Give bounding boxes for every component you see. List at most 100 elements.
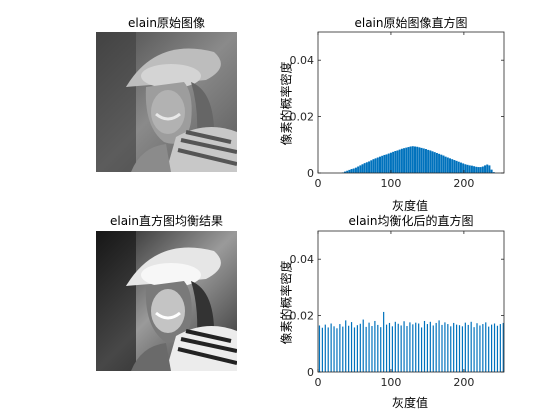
equalized-histogram-xtick-label: 200 xyxy=(453,376,474,389)
original-image-title: elain原始图像 xyxy=(127,16,205,30)
original-histogram-bar xyxy=(486,164,489,173)
equalized-histogram-bar xyxy=(383,311,385,372)
original-histogram-bar xyxy=(409,146,412,173)
equalized-histogram-bar xyxy=(356,325,358,372)
equalized-histogram-bar xyxy=(470,321,472,372)
original-histogram-bar xyxy=(396,150,399,173)
equalized-histogram-xtick-label: 100 xyxy=(380,376,401,389)
equalized-histogram-ytick-label: 0 xyxy=(307,366,314,379)
original-histogram-bar xyxy=(394,151,397,173)
original-histogram-bar xyxy=(438,153,441,173)
original-histogram-bar xyxy=(372,159,375,173)
equalized-histogram-ylabel: 像素的概率密度 xyxy=(279,260,294,345)
equalized-histogram-bar xyxy=(473,327,475,372)
equalized-histogram-bar xyxy=(350,322,353,372)
equalized-histogram-bar xyxy=(365,326,367,372)
equalized-histogram-bar xyxy=(397,323,399,372)
original-histogram-bar xyxy=(455,160,458,173)
equalized-histogram-bar xyxy=(485,322,487,372)
equalized-histogram-bar xyxy=(461,326,464,372)
equalized-histogram-bar xyxy=(488,326,490,372)
equalized-histogram-bar xyxy=(482,324,484,372)
equalized-histogram-axes-box xyxy=(317,230,505,373)
original-histogram-bar xyxy=(424,149,427,173)
original-histogram-bar xyxy=(381,155,384,173)
original-histogram-bar xyxy=(466,164,469,173)
original-histogram-bar xyxy=(346,170,349,173)
original-histogram-bar xyxy=(488,165,491,173)
equalized-histogram-bar xyxy=(362,319,364,372)
equalized-histogram-bar xyxy=(359,323,361,372)
original-histogram-title: elain原始图像直方图 xyxy=(354,16,468,30)
equalized-histogram-bar xyxy=(429,321,431,372)
equalized-histogram-bar xyxy=(426,324,429,372)
equalized-histogram-bar xyxy=(432,325,434,372)
original-histogram-bar xyxy=(400,148,403,173)
original-histogram-xlabel: 灰度值 xyxy=(391,199,428,213)
equalized-histogram-bar xyxy=(321,327,323,372)
original-histogram-bar xyxy=(341,172,344,173)
original-histogram-bar xyxy=(350,169,353,173)
original-histogram-xtick-label: 0 xyxy=(315,177,322,190)
equalized-histogram-bar xyxy=(441,324,443,372)
original-histogram-bar xyxy=(405,147,408,173)
original-histogram-bar xyxy=(427,149,430,173)
equalized-histogram-bar xyxy=(420,327,423,372)
original-image xyxy=(96,32,237,172)
original-histogram-bar xyxy=(414,146,417,173)
equalized-histogram-bar xyxy=(491,324,493,372)
equalized-histogram-bar xyxy=(435,322,437,372)
original-histogram-bar xyxy=(470,165,473,173)
equalized-histogram-bar xyxy=(339,324,341,372)
original-histogram-bar xyxy=(459,162,462,173)
original-histogram-bar xyxy=(376,157,379,173)
original-histogram-bar xyxy=(429,150,432,173)
original-histogram-bar xyxy=(431,151,434,173)
equalized-histogram-bar xyxy=(353,327,356,372)
original-histogram-bar xyxy=(416,146,419,173)
equalized-histogram-bar xyxy=(415,322,417,372)
original-histogram-bar xyxy=(446,157,449,173)
original-histogram-bar xyxy=(420,147,423,173)
original-histogram-bar xyxy=(389,152,392,173)
original-histogram-bar xyxy=(464,164,467,173)
original-histogram-bar xyxy=(361,164,364,173)
equalized-histogram-bar xyxy=(385,324,388,372)
equalized-histogram-bar xyxy=(453,322,455,372)
original-histogram-bar xyxy=(357,166,360,173)
original-histogram-bar xyxy=(403,148,406,173)
equalized-histogram-bar xyxy=(324,324,326,372)
original-histogram-bar xyxy=(363,163,366,173)
equalized-histogram-bar xyxy=(377,324,379,372)
original-histogram-bar xyxy=(468,165,471,173)
original-histogram-bar xyxy=(449,158,452,173)
original-histogram-bar xyxy=(368,161,371,173)
equalized-histogram-bar xyxy=(368,322,370,372)
equalized-histogram-bar xyxy=(394,321,396,372)
equalized-histogram-title: elain均衡化后的直方图 xyxy=(348,214,474,228)
original-histogram-bar xyxy=(453,160,456,173)
original-histogram-bar xyxy=(407,147,410,173)
equalized-histogram-xtick-label: 0 xyxy=(315,376,322,389)
original-histogram-bar xyxy=(473,166,476,173)
original-histogram-bar xyxy=(365,162,368,173)
equalized-histogram-bar xyxy=(333,326,335,372)
original-histogram-bar xyxy=(374,158,377,173)
original-histogram-ylabel: 像素的概率密度 xyxy=(279,61,294,146)
original-histogram-bar xyxy=(484,165,487,173)
original-histogram-ytick-label: 0 xyxy=(307,167,314,180)
original-histogram-bar xyxy=(435,152,438,173)
equalized-histogram-bar xyxy=(348,325,350,372)
equalized-histogram-bar xyxy=(450,326,452,372)
original-histogram-bar xyxy=(492,172,495,173)
original-histogram-xtick-label: 200 xyxy=(453,177,474,190)
original-histogram-bar xyxy=(418,147,421,173)
equalized-histogram-bar xyxy=(412,324,414,372)
original-histogram-bar xyxy=(392,151,395,173)
original-histogram-bar xyxy=(422,148,425,173)
equalized-histogram-bar xyxy=(388,322,391,372)
equalized-histogram-bar xyxy=(374,320,376,372)
original-histogram-bar xyxy=(451,159,454,173)
